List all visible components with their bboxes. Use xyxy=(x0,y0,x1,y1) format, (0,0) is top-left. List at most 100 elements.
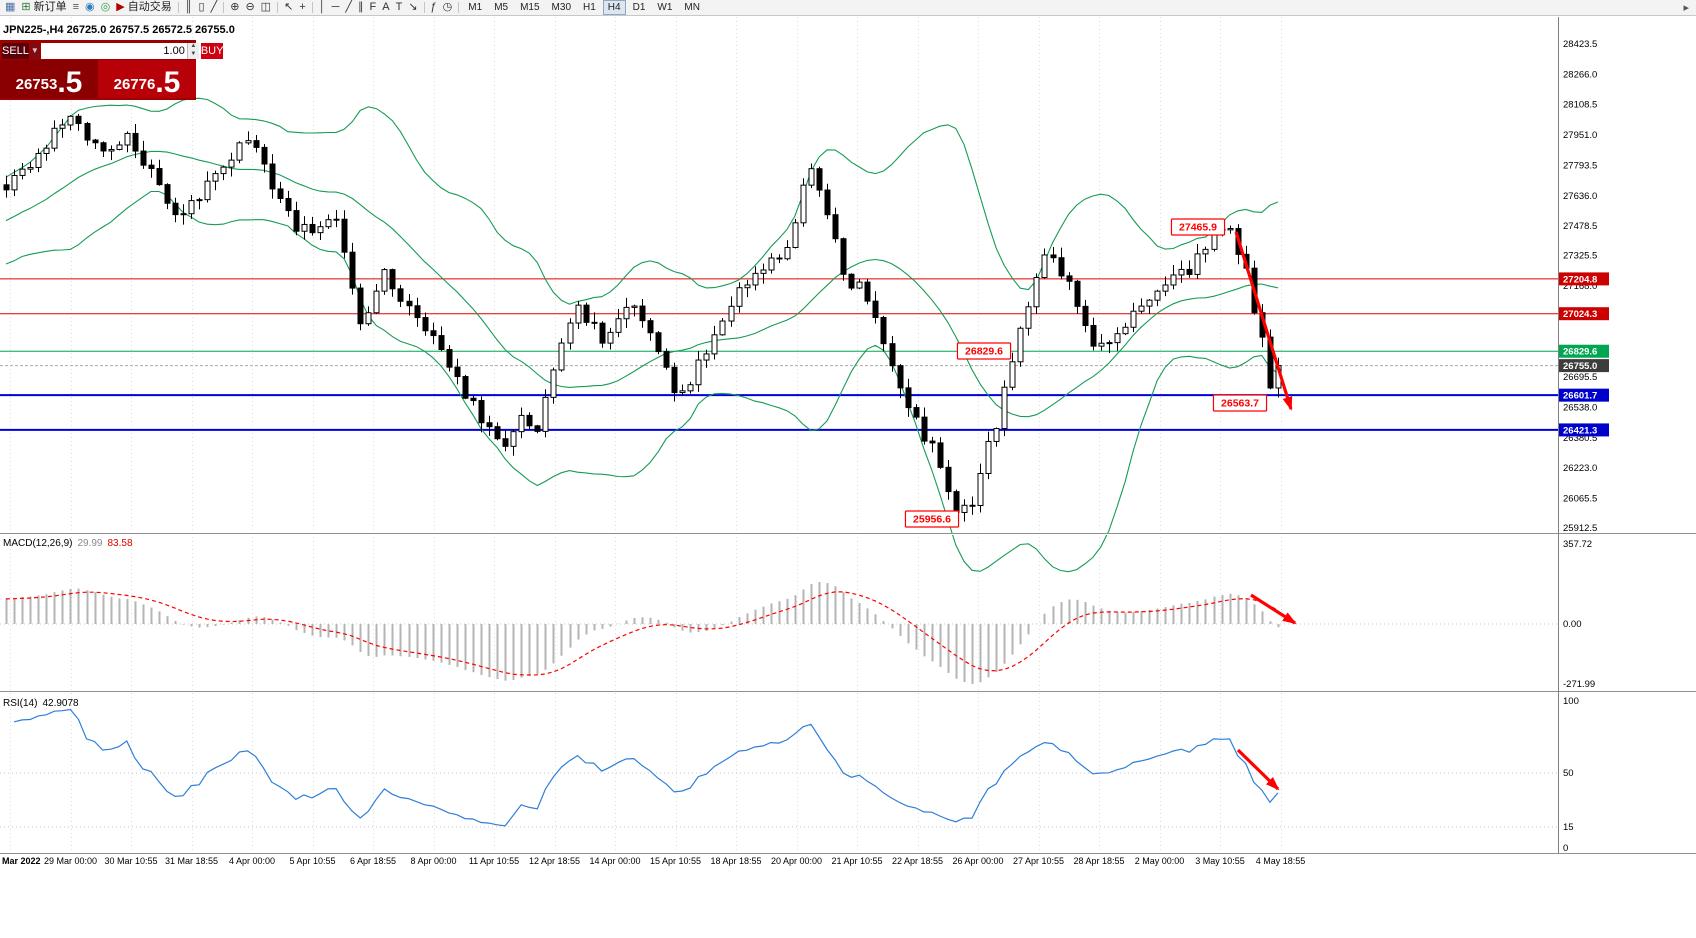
timeframe-w1-button[interactable]: W1 xyxy=(657,2,673,13)
timeframe-h4-button[interactable]: H4 xyxy=(602,0,626,15)
lot-decrement-button[interactable]: ▼ xyxy=(187,51,199,59)
arrows-tool-icon-glyph: ↘ xyxy=(408,1,418,13)
timeframe-d1-button[interactable]: D1 xyxy=(632,2,646,13)
bar-chart-icon[interactable]: ║ xyxy=(182,0,196,15)
svg-text:18 Apr 18:55: 18 Apr 18:55 xyxy=(710,856,761,866)
fibonacci-icon[interactable]: F xyxy=(367,0,380,15)
svg-text:27465.9: 27465.9 xyxy=(1179,222,1217,234)
svg-text:14 Apr 00:00: 14 Apr 00:00 xyxy=(589,856,640,866)
buy-price-display[interactable]: 26776.5 xyxy=(98,60,196,98)
chrome-layer xyxy=(0,17,1696,855)
sell-price-display[interactable]: 26753.5 xyxy=(0,60,98,98)
toolbar-overflow-icon[interactable]: ▸ xyxy=(1683,2,1689,14)
svg-text:26065.5: 26065.5 xyxy=(1563,494,1597,505)
new-chart-icon-glyph: ▦ xyxy=(5,1,16,13)
bollinger-layer xyxy=(5,97,1279,573)
crosshair-icon-glyph: + xyxy=(299,1,306,13)
timeframe-m30-button[interactable]: M30 xyxy=(551,2,571,13)
toolbar-separator xyxy=(423,2,425,13)
buy-price-frac: .5 xyxy=(155,65,181,99)
svg-text:28108.5: 28108.5 xyxy=(1563,100,1597,111)
zoom-out-icon[interactable]: ⊖ xyxy=(242,0,257,15)
lot-dropdown-button[interactable]: ▼ xyxy=(30,43,39,59)
channel-icon[interactable]: ∥ xyxy=(355,0,367,15)
chart-canvas[interactable]: 28423.5 28266.0 28108.5 27951.0 27793.5 27636… xyxy=(0,17,1696,938)
zoom-in-icon-glyph: ⊕ xyxy=(230,1,240,13)
one-click-trading-panel: SELL ▼ ▲▼ BUY 26753.5 26776.5 xyxy=(0,40,224,100)
alerts-icon[interactable]: ◎ xyxy=(98,0,114,15)
timeframe-h1-button[interactable]: H1 xyxy=(583,2,596,13)
timeframe-m1-button[interactable]: M1 xyxy=(468,2,483,13)
arrows-tool-icon[interactable]: ↘ xyxy=(405,0,420,15)
time-axis[interactable]: Mar 2022 29 Mar 00:00 30 Mar 10:55 31 Mar 1… xyxy=(2,856,1305,866)
text-label-icon[interactable]: T xyxy=(393,0,406,15)
lot-increment-button[interactable]: ▲ xyxy=(187,43,199,51)
lot-size-input[interactable] xyxy=(40,43,187,59)
trendline-icon[interactable]: ╱ xyxy=(342,0,355,15)
mql5-community-icon[interactable]: ◉ xyxy=(82,0,98,15)
lot-size-field: ▲▼ xyxy=(40,43,199,59)
alerts-icon-glyph: ◎ xyxy=(100,1,111,13)
fibonacci-icon-glyph: F xyxy=(369,1,377,13)
sell-button[interactable]: SELL xyxy=(2,43,29,59)
svg-text:27793.5: 27793.5 xyxy=(1563,160,1597,171)
new-order-button[interactable]: ⊞ 新订单 xyxy=(18,0,69,15)
buy-button[interactable]: BUY xyxy=(200,43,224,59)
timeframe-mn-button[interactable]: MN xyxy=(684,2,700,13)
periods-icon[interactable]: ◷ xyxy=(440,0,456,15)
svg-text:3 May 10:55: 3 May 10:55 xyxy=(1195,856,1245,866)
cursor-icon-glyph: ↖ xyxy=(284,1,294,13)
new-chart-icon[interactable]: ▦ xyxy=(2,0,18,15)
line-chart-icon-glyph: ╱ xyxy=(210,1,218,13)
market-depth-icon[interactable]: ≡ xyxy=(70,0,82,15)
svg-text:100: 100 xyxy=(1563,696,1579,707)
timeframe-m15-button[interactable]: M15 xyxy=(520,2,540,13)
timeframe-m5-button[interactable]: M5 xyxy=(494,2,509,13)
vertical-line-icon[interactable]: │ xyxy=(316,0,329,15)
text-icon-glyph: A xyxy=(382,1,390,13)
buy-price-int: 26776 xyxy=(113,76,156,93)
svg-text:26380.5: 26380.5 xyxy=(1563,433,1597,444)
line-chart-icon[interactable]: ╱ xyxy=(208,0,221,15)
text-label-icon-glyph: T xyxy=(395,1,403,13)
toolbar-separator xyxy=(311,2,313,13)
mql5-community-icon-glyph: ◉ xyxy=(85,1,95,13)
candles-layer xyxy=(3,113,1282,522)
svg-text:26 Apr 00:00: 26 Apr 00:00 xyxy=(952,856,1003,866)
svg-text:26755.0: 26755.0 xyxy=(1563,361,1597,372)
candlestick-chart-icon[interactable]: ▯ xyxy=(196,0,208,15)
svg-text:22 Apr 18:55: 22 Apr 18:55 xyxy=(892,856,943,866)
svg-text:27 Apr 10:55: 27 Apr 10:55 xyxy=(1013,856,1064,866)
indicator-axis[interactable]: 357.72 0.00 -271.99 100 50 15 0 xyxy=(1563,539,1595,854)
svg-text:28 Apr 18:55: 28 Apr 18:55 xyxy=(1073,856,1124,866)
indicators-icon[interactable]: ƒ xyxy=(428,0,440,15)
toolbar-separator xyxy=(223,2,225,13)
toolbar-separator xyxy=(277,2,279,13)
lot-spinner: ▲ ▼ xyxy=(186,43,199,59)
svg-text:Mar 2022: Mar 2022 xyxy=(2,856,41,866)
svg-text:31 Mar 18:55: 31 Mar 18:55 xyxy=(165,856,218,866)
annotations-layer: 27465.9 26829.6 26563.7 25956.6 xyxy=(904,218,1297,791)
svg-text:26538.0: 26538.0 xyxy=(1563,402,1597,413)
auto-trading-button[interactable]: ▶ 自动交易 xyxy=(113,0,174,15)
new-order-icon: ⊞ xyxy=(21,1,31,13)
text-icon[interactable]: A xyxy=(379,0,392,15)
svg-text:28266.0: 28266.0 xyxy=(1563,69,1597,80)
zoom-in-icon[interactable]: ⊕ xyxy=(227,0,242,15)
cursor-icon[interactable]: ↖ xyxy=(281,0,296,15)
svg-text:0.00: 0.00 xyxy=(1563,619,1582,630)
svg-text:12 Apr 18:55: 12 Apr 18:55 xyxy=(529,856,580,866)
indicators-icon-glyph: ƒ xyxy=(430,1,437,13)
svg-text:28423.5: 28423.5 xyxy=(1563,39,1597,50)
svg-text:20 Apr 00:00: 20 Apr 00:00 xyxy=(771,856,822,866)
crosshair-icon[interactable]: + xyxy=(296,0,308,15)
svg-text:2 May 00:00: 2 May 00:00 xyxy=(1135,856,1185,866)
horizontal-line-icon[interactable]: ─ xyxy=(329,0,343,15)
tile-windows-icon-glyph: ◫ xyxy=(260,1,272,13)
price-axis[interactable]: 28423.5 28266.0 28108.5 27951.0 27793.5 27636… xyxy=(1559,39,1609,534)
trade-panel-prices: 26753.5 26776.5 xyxy=(0,60,196,98)
trade-panel-controls: SELL ▼ ▲▼ BUY xyxy=(0,40,224,60)
tile-windows-icon[interactable]: ◫ xyxy=(258,0,274,15)
svg-text:26421.3: 26421.3 xyxy=(1563,425,1597,436)
